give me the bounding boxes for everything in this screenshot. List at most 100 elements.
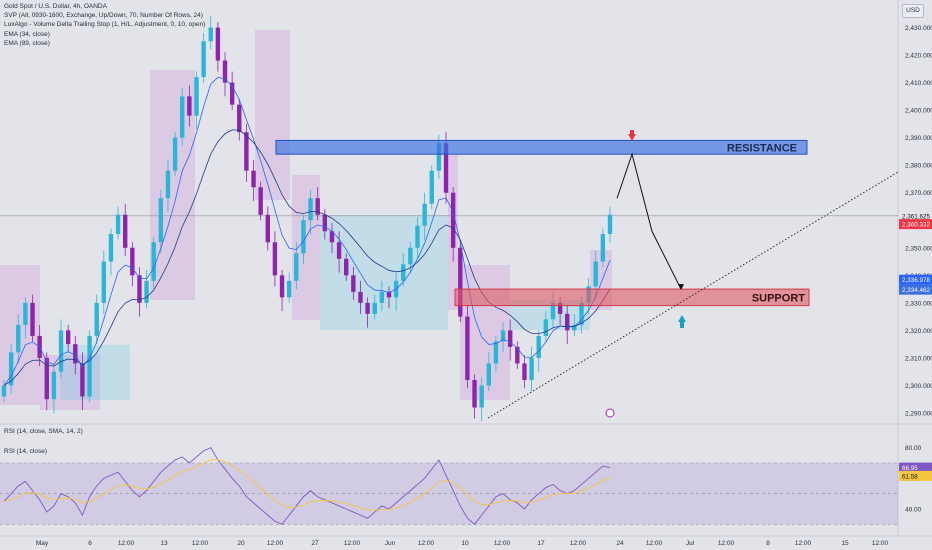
y-tick-label: 2,350.000 — [905, 245, 932, 252]
candle-body — [522, 363, 527, 380]
candle-body — [30, 302, 35, 336]
blue-price-tag — [899, 274, 932, 285]
candle-body — [386, 291, 392, 298]
candle-body — [450, 192, 456, 248]
candle-body — [308, 198, 313, 221]
x-tick-label: 27 — [311, 540, 319, 547]
candle-body — [529, 357, 534, 380]
volume-profile-zone — [320, 215, 448, 330]
indicator-ema89[interactable]: EMA (89, close) — [4, 39, 50, 47]
candle-body — [365, 302, 370, 314]
candle-body — [44, 357, 49, 400]
volume-profile-zone — [255, 30, 290, 200]
rsi-band — [0, 463, 898, 525]
resistance-zone — [275, 139, 808, 155]
candle-body — [572, 324, 577, 331]
candle-body — [315, 198, 320, 215]
chart-legend: Gold Spot / U.S. Dollar, 4h, OANDA SVP (… — [4, 2, 205, 48]
y-tick-label: 2,380.000 — [905, 163, 932, 170]
currency-button[interactable]: USD — [902, 4, 924, 18]
x-tick-label: 8 — [766, 540, 770, 547]
candle-body — [265, 214, 270, 243]
candle-body — [172, 137, 178, 171]
symbol-title[interactable]: Gold Spot / U.S. Dollar, 4h, OANDA — [4, 3, 107, 10]
candle-body — [565, 313, 570, 331]
candle-body — [401, 264, 406, 281]
candle-body — [557, 302, 563, 314]
projection-arrowhead — [678, 284, 684, 291]
red-price-tag — [899, 219, 932, 230]
x-tick-label: 12:00 — [646, 540, 663, 547]
resistance-arrow-stem — [630, 130, 634, 135]
candle-body — [472, 379, 477, 408]
x-tick-label: 20 — [237, 540, 245, 547]
x-tick-label: Jun — [385, 540, 396, 547]
x-tick-label: May — [36, 540, 49, 547]
x-tick-label: 12:00 — [872, 540, 889, 547]
candle-body — [358, 291, 363, 303]
candle-body — [379, 291, 385, 303]
rsi-ma-line — [3, 459, 611, 511]
y-tick-label: 2,330.000 — [905, 300, 932, 307]
rsi-legend[interactable]: RSI (14, close) — [4, 448, 47, 455]
candle-body — [550, 302, 556, 320]
x-tick-label: 12:00 — [718, 540, 735, 547]
candle-body — [158, 198, 164, 243]
candle-body — [301, 220, 306, 254]
resistance-arrow-marker — [628, 134, 636, 141]
candle-body — [408, 247, 413, 265]
candle-body — [80, 363, 85, 397]
volume-profile-zone — [60, 345, 130, 400]
candle-body — [94, 302, 99, 336]
candle-body — [222, 60, 228, 83]
candle-body — [579, 302, 584, 325]
indicator-svp[interactable]: SVP (All, 0930-1600, Exchange, Up/Down, … — [4, 12, 203, 20]
flash-icon — [605, 408, 615, 418]
y-tick-label: 2,300.000 — [905, 383, 932, 390]
candle-body — [500, 330, 506, 342]
candle-body — [23, 302, 28, 325]
projection-path — [616, 152, 682, 290]
candle-body — [51, 371, 57, 400]
candle-body — [115, 214, 121, 235]
candle-body — [443, 143, 449, 193]
candle-body — [372, 302, 377, 314]
blue-price-tag-text: 2,336.978 — [902, 277, 931, 284]
candle-body — [73, 344, 78, 364]
candle-body — [515, 346, 520, 364]
candle-body — [108, 234, 114, 262]
candle-body — [165, 170, 171, 199]
red-price-tag-text: 2,360.332 — [902, 222, 931, 229]
rsi-value-tag-text: 66.95 — [902, 465, 918, 472]
x-tick-label: 10 — [461, 540, 469, 547]
candle-body — [151, 242, 156, 281]
candle-body — [237, 104, 242, 133]
support-zone — [454, 288, 810, 307]
candle-body — [429, 170, 434, 204]
rsi-tick-label: 80.00 — [905, 445, 922, 452]
candle-body — [465, 316, 470, 380]
indicator-ema34[interactable]: EMA (34, close) — [4, 30, 50, 38]
candle-body — [272, 242, 278, 276]
candle-body — [600, 234, 606, 262]
candle-body — [286, 280, 292, 298]
indicator-luxalgo[interactable]: LuxAlgo - Volume Delta Trailing Stop (1,… — [4, 21, 206, 29]
candle-body — [16, 324, 21, 353]
candle-body — [536, 335, 541, 358]
rsi-value-tag — [899, 462, 932, 473]
candle-body — [101, 261, 107, 303]
candle-body — [208, 27, 213, 42]
candle-body — [180, 96, 185, 138]
y-tick-label: 2,400.000 — [905, 108, 932, 115]
y-tick-label: 2,370.000 — [905, 190, 932, 197]
candle-body — [258, 187, 263, 215]
x-tick-label: 12:00 — [192, 540, 209, 547]
y-tick-label: 2,290.000 — [905, 410, 932, 417]
candle-body — [294, 253, 299, 281]
rsi-legend-top[interactable]: RSI (14, close, SMA, 14, 2) — [4, 428, 83, 435]
blue-price-tag-2 — [899, 284, 932, 295]
candle-body — [507, 330, 513, 347]
candle-body — [123, 214, 128, 248]
rsi-ma-tag — [899, 470, 932, 481]
